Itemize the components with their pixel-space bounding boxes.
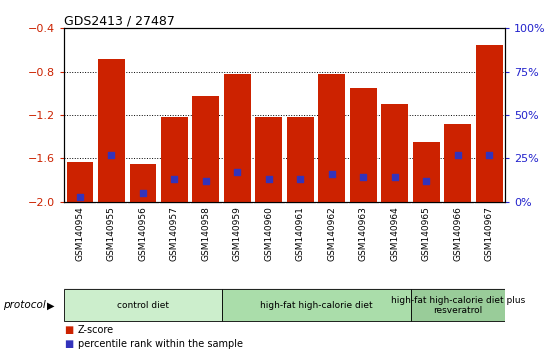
Point	[485, 152, 494, 158]
Bar	[98, 59, 125, 202]
Text: GSM140959: GSM140959	[233, 206, 242, 261]
Point	[201, 178, 210, 184]
Text: GSM140955: GSM140955	[107, 206, 116, 261]
Text: GSM140963: GSM140963	[359, 206, 368, 261]
Bar	[129, 164, 156, 202]
Text: GSM140957: GSM140957	[170, 206, 179, 261]
Text: GSM140956: GSM140956	[138, 206, 147, 261]
Bar	[413, 142, 440, 202]
Point	[107, 152, 116, 158]
Bar	[64, 289, 222, 321]
Bar	[411, 289, 505, 321]
Text: GSM140964: GSM140964	[390, 206, 400, 261]
Bar	[350, 88, 377, 202]
Bar	[66, 162, 93, 202]
Point	[390, 175, 399, 180]
Point	[359, 175, 368, 180]
Text: GSM140962: GSM140962	[328, 206, 336, 261]
Text: GDS2413 / 27487: GDS2413 / 27487	[64, 14, 175, 27]
Text: ■: ■	[64, 339, 74, 349]
Text: percentile rank within the sample: percentile rank within the sample	[78, 339, 243, 349]
Text: GSM140961: GSM140961	[296, 206, 305, 261]
Bar	[161, 117, 187, 202]
Text: protocol: protocol	[3, 300, 46, 310]
Bar	[382, 104, 408, 202]
Point	[138, 190, 147, 196]
Text: GSM140965: GSM140965	[422, 206, 431, 261]
Text: high-fat high-calorie diet plus
resveratrol: high-fat high-calorie diet plus resverat…	[391, 296, 525, 315]
Text: Z-score: Z-score	[78, 325, 114, 335]
Text: GSM140958: GSM140958	[201, 206, 210, 261]
Text: control diet: control diet	[117, 301, 169, 310]
Bar	[224, 74, 251, 202]
Text: GSM140960: GSM140960	[264, 206, 273, 261]
Point	[170, 176, 179, 182]
Point	[75, 194, 84, 199]
Point	[233, 170, 242, 175]
Text: GSM140967: GSM140967	[485, 206, 494, 261]
Text: high-fat high-calorie diet: high-fat high-calorie diet	[260, 301, 372, 310]
Text: ▶: ▶	[47, 300, 55, 310]
Text: ■: ■	[64, 325, 74, 335]
Bar	[222, 289, 411, 321]
Point	[328, 171, 336, 177]
Point	[453, 152, 462, 158]
Bar	[256, 117, 282, 202]
Point	[422, 178, 431, 184]
Point	[296, 176, 305, 182]
Bar	[476, 45, 503, 202]
Text: GSM140954: GSM140954	[75, 206, 84, 261]
Bar	[319, 74, 345, 202]
Bar	[287, 117, 314, 202]
Bar	[444, 124, 471, 202]
Point	[264, 176, 273, 182]
Bar	[193, 96, 219, 202]
Text: GSM140966: GSM140966	[453, 206, 462, 261]
